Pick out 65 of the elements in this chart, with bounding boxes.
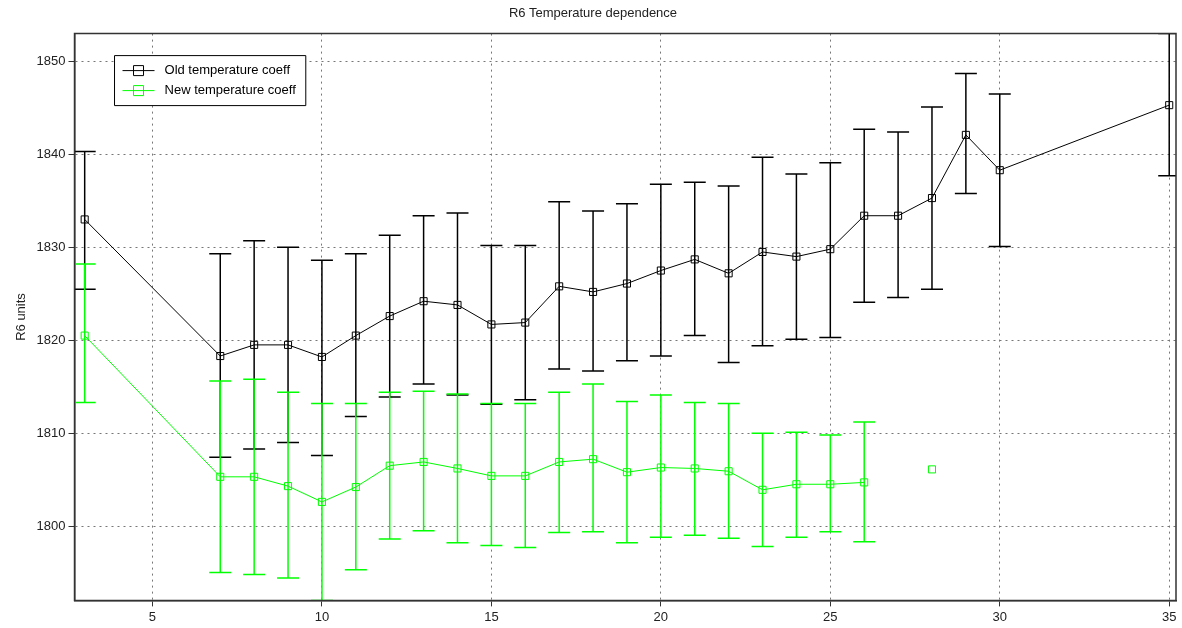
point [995,166,1004,175]
point [622,279,631,288]
point [419,457,428,466]
point [860,478,869,487]
point [453,464,462,473]
y-axis-title: R6 units [13,292,29,341]
y-tick-label: 1830 [36,238,66,254]
y-tick-label: 1850 [36,53,66,69]
point [453,300,462,309]
point [385,312,394,321]
point [792,480,801,489]
point [656,266,665,275]
point [419,297,428,306]
legend-label: Old temperature coeff [164,62,291,78]
point [284,340,293,349]
legend-label: New temperature coeff [164,82,297,98]
point [656,463,665,472]
point [317,497,326,506]
point [250,472,259,481]
y-tick-label: 1820 [36,331,66,347]
chart-title: R6 Temperature dependence [508,5,678,21]
x-tick-label: 15 [484,608,499,624]
x-tick-label: 20 [653,608,669,624]
point [555,457,564,466]
y-tick-label: 1840 [36,145,66,161]
point [826,480,835,489]
x-tick-label: 10 [314,608,330,624]
point [521,318,530,327]
x-tick-label: 30 [992,608,1007,624]
point [894,211,903,220]
point [690,464,699,473]
point [724,467,733,476]
point [758,485,767,494]
point [216,351,225,361]
point [250,340,259,349]
point [80,331,89,340]
y-tick-label: 1800 [36,517,66,533]
point [792,252,801,261]
point [690,255,699,264]
point [317,352,326,361]
point [351,483,360,492]
point [758,247,767,256]
point [860,211,869,220]
x-tick-label: 35 [1161,608,1177,624]
point [589,287,598,296]
point [555,282,564,291]
point [521,471,530,480]
point [927,194,937,203]
point [622,468,631,477]
y-tick-label: 1810 [36,424,66,440]
point [351,331,360,340]
point [385,461,394,470]
x-tick-label: 25 [823,608,838,624]
point [724,269,733,278]
point [961,130,970,139]
point [284,482,293,491]
point [826,245,835,254]
point [216,472,225,481]
point [1165,101,1174,110]
point [487,320,496,329]
point [80,215,89,224]
point [927,465,937,474]
point [589,455,598,464]
point [487,471,496,480]
x-tick-label: 5 [148,608,157,624]
